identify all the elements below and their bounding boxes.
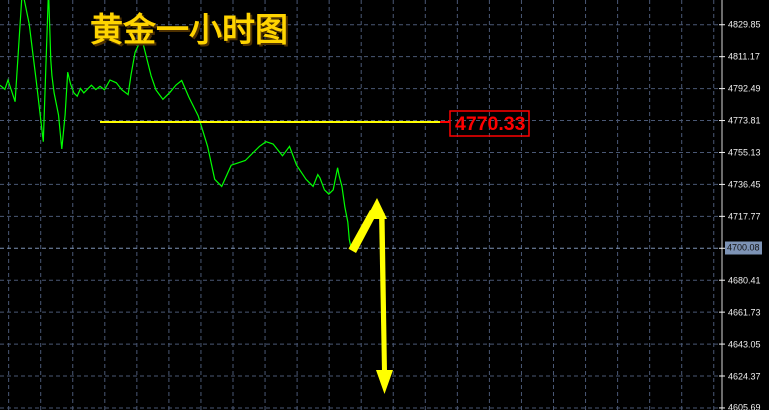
svg-text:4755.13: 4755.13 bbox=[728, 148, 761, 158]
svg-text:4811.17: 4811.17 bbox=[728, 52, 760, 62]
svg-text:4680.41: 4680.41 bbox=[728, 276, 761, 286]
svg-text:4643.05: 4643.05 bbox=[728, 340, 761, 350]
svg-text:4605.69: 4605.69 bbox=[728, 403, 761, 410]
svg-text:4717.77: 4717.77 bbox=[728, 212, 761, 222]
svg-text:4773.81: 4773.81 bbox=[728, 116, 761, 126]
svg-text:4829.85: 4829.85 bbox=[728, 20, 761, 30]
svg-text:4700.08: 4700.08 bbox=[727, 243, 760, 253]
svg-text:4661.73: 4661.73 bbox=[728, 308, 761, 318]
svg-text:4736.45: 4736.45 bbox=[728, 180, 761, 190]
svg-text:黄金一小时图: 黄金一小时图 bbox=[90, 11, 288, 48]
svg-text:4792.49: 4792.49 bbox=[728, 84, 761, 94]
svg-text:4770.33: 4770.33 bbox=[455, 113, 526, 135]
svg-text:4624.37: 4624.37 bbox=[728, 372, 761, 382]
